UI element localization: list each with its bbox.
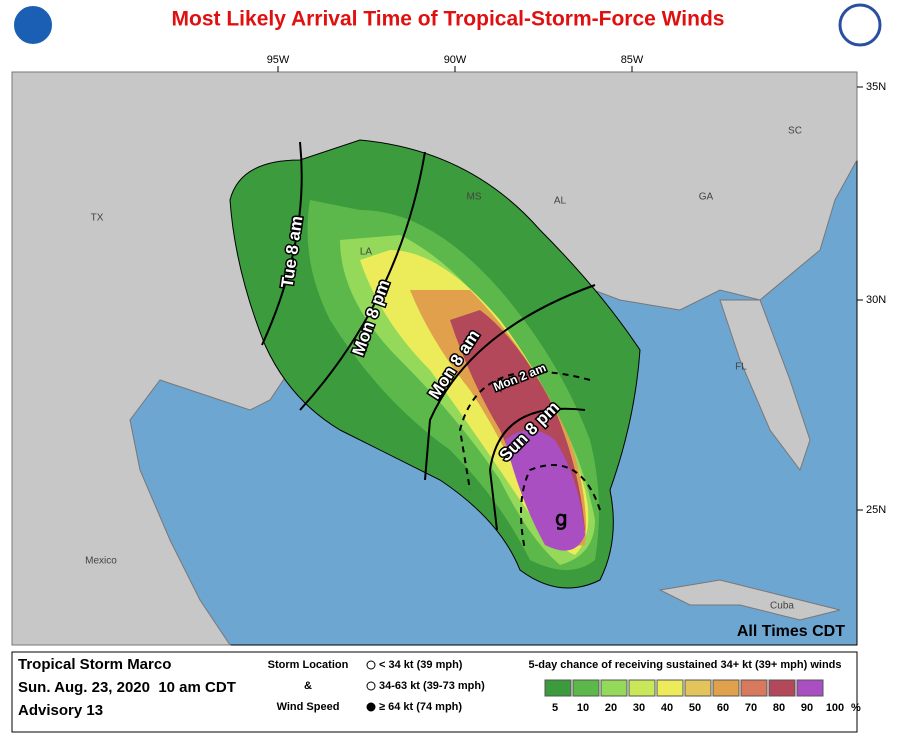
lat-label: 35N — [866, 81, 886, 93]
scale-tick: 100 — [826, 702, 844, 714]
place-label: GA — [699, 192, 714, 203]
key-item: < 34 kt (39 mph) — [379, 659, 463, 671]
contour — [261, 141, 303, 346]
key-symbol — [366, 702, 376, 712]
storm-symbol: ց — [555, 508, 568, 530]
place-label: FL — [735, 362, 747, 373]
lon-label: 85W — [621, 54, 644, 66]
key-symbol — [366, 660, 376, 670]
scale-tick: 20 — [605, 702, 617, 714]
scale-tick: 60 — [717, 702, 729, 714]
key-symbol — [366, 681, 376, 691]
swatch — [572, 679, 600, 697]
contour — [299, 151, 426, 411]
scale-tick: 50 — [689, 702, 701, 714]
scale-tick: 30 — [633, 702, 645, 714]
scale-tick: 70 — [745, 702, 757, 714]
storm-name: Tropical Storm Marco — [18, 656, 171, 673]
place-label: MS — [467, 192, 482, 203]
swatch — [712, 679, 740, 697]
key-joiner: & — [304, 680, 312, 692]
scale-tick: 10 — [577, 702, 589, 714]
place-label: Cuba — [770, 601, 794, 612]
key-title: Storm Location — [268, 659, 349, 671]
nws-logo — [838, 3, 882, 47]
contour — [488, 407, 586, 531]
lon-label: 95W — [267, 54, 290, 66]
scale-unit: % — [851, 702, 861, 714]
swatch — [684, 679, 712, 697]
florida — [719, 299, 811, 472]
place-label: LA — [360, 247, 373, 258]
note: All Times CDT — [737, 623, 845, 640]
swatch — [768, 679, 796, 697]
noaa-logo — [12, 4, 54, 46]
contour — [458, 370, 591, 491]
advisory-number: Advisory 13 — [18, 702, 103, 719]
advisory-date: Sun. Aug. 23, 2020 10 am CDT — [18, 679, 236, 696]
place-label: TX — [91, 213, 104, 224]
time-contours — [261, 141, 601, 551]
swatch — [544, 679, 572, 697]
scale-tick: 40 — [661, 702, 673, 714]
lat-label: 30N — [866, 294, 886, 306]
key-item: ≥ 64 kt (74 mph) — [379, 701, 462, 713]
swatch — [796, 679, 824, 697]
scale-tick: 90 — [801, 702, 813, 714]
place-label: SC — [788, 126, 802, 137]
place-label: Mexico — [85, 556, 117, 567]
contour — [520, 464, 601, 551]
key-title: Wind Speed — [277, 701, 340, 713]
swatch — [656, 679, 684, 697]
swath-90 — [505, 430, 585, 551]
lon-label: 90W — [444, 54, 467, 66]
scale-title: 5-day chance of receiving sustained 34+ … — [529, 659, 842, 671]
place-label: AL — [554, 196, 567, 207]
cuba — [658, 579, 841, 621]
swatch — [740, 679, 768, 697]
contour — [424, 284, 596, 481]
title: Most Likely Arrival Time of Tropical-Sto… — [172, 8, 725, 31]
scale-tick: 5 — [552, 702, 558, 714]
key-item: 34-63 kt (39-73 mph) — [379, 680, 485, 692]
swatch — [600, 679, 628, 697]
map: ց — [11, 71, 858, 646]
scale-tick: 80 — [773, 702, 785, 714]
lat-label: 25N — [866, 504, 886, 516]
swatch — [628, 679, 656, 697]
